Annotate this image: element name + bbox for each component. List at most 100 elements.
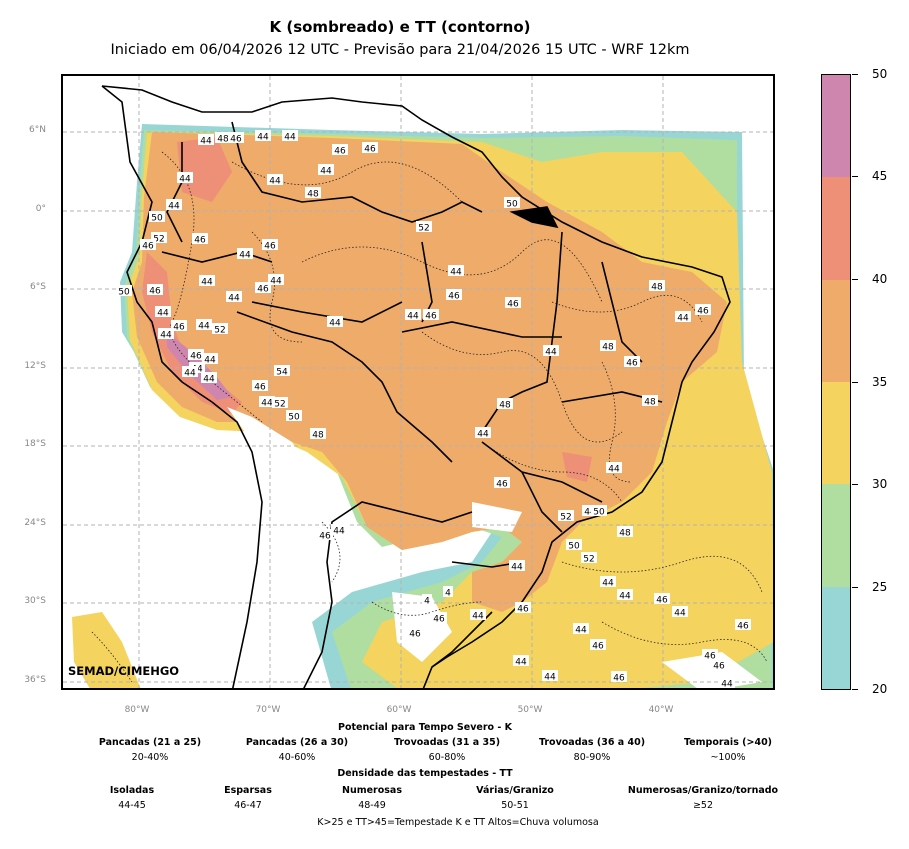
k-legend-item: Trovoadas (36 a 40) 80-90% (512, 737, 672, 763)
lon-label-80w: 80°W (124, 705, 150, 715)
tt-contour-label: 46 (188, 349, 204, 362)
k-band-40-45 (142, 252, 242, 414)
k-legend-item-value: 80-90% (573, 752, 611, 763)
tt-contour-label: 44 (606, 462, 622, 475)
tt-contour-label: 48 (310, 428, 326, 441)
colorbar-segment-45-50 (822, 75, 850, 178)
lon-label-60w: 60°W (386, 705, 412, 715)
svg-text:46: 46 (626, 359, 638, 369)
colorbar-segment-20-25 (822, 586, 850, 689)
tt-contour-label: 46 (147, 284, 163, 297)
tt-contour-label: 46 (494, 477, 510, 490)
svg-text:46: 46 (517, 605, 529, 615)
colorbar-tick (852, 74, 858, 75)
k-legend-item-value: 40-60% (278, 752, 316, 763)
tt-legend-item: Numerosas 48-49 (292, 785, 452, 811)
svg-text:44: 44 (320, 167, 332, 177)
svg-text:52: 52 (583, 555, 594, 565)
k-legend-item-head: Trovoadas (31 a 35) (393, 737, 501, 748)
legend-footer-note: K>25 e TT>45=Tempestade K e TT Altos=Chu… (317, 817, 599, 828)
tt-contour-label: 44 (448, 265, 464, 278)
tt-contour-label: 46 (192, 233, 208, 246)
colorbar-label: 40 (872, 272, 888, 286)
tt-legend-item-head: Esparsas (224, 785, 272, 796)
svg-text:46: 46 (425, 312, 437, 322)
svg-text:44: 44 (545, 348, 557, 358)
tt-contour-label: 46 (505, 297, 521, 310)
svg-text:44: 44 (619, 592, 631, 602)
lat-label-18s: 18°S (24, 439, 46, 449)
svg-text:44: 44 (269, 177, 281, 187)
svg-text:44: 44 (160, 331, 172, 341)
svg-text:46: 46 (173, 323, 185, 333)
svg-text:46: 46 (507, 300, 519, 310)
colorbar-tick (852, 689, 858, 690)
svg-text:44: 44 (407, 312, 419, 322)
svg-text:4: 4 (424, 597, 430, 607)
svg-text:44: 44 (257, 133, 269, 143)
colorbar-segment-25-30 (822, 484, 850, 587)
svg-text:44: 44 (179, 175, 191, 185)
tt-contour-label: 44 (259, 396, 275, 409)
svg-text:44: 44 (602, 579, 614, 589)
svg-text:46: 46 (592, 642, 604, 652)
tt-contour-label: 44 (267, 174, 283, 187)
tt-contour-label: 50 (149, 211, 165, 224)
tt-contour-label: 44 (226, 291, 242, 304)
tt-contour-label: 44 (196, 319, 212, 332)
tt-contour-label: 44 (513, 655, 529, 668)
tt-contour-label: 44 (672, 606, 688, 619)
tt-contour-label: 44 (237, 248, 253, 261)
svg-text:46: 46 (697, 307, 709, 317)
svg-text:46: 46 (194, 236, 206, 246)
lat-label-6s: 6°S (30, 282, 46, 292)
tt-contour-label: 48 (617, 526, 633, 539)
tt-legend-item: Isoladas 44-45 (52, 785, 212, 811)
svg-text:48: 48 (217, 135, 229, 145)
k-legend-item-head: Pancadas (26 a 30) (245, 737, 349, 748)
tt-contour-label: 46 (228, 132, 244, 145)
tt-contour-label: 44 (617, 589, 633, 602)
svg-text:44: 44 (472, 612, 484, 622)
svg-text:50: 50 (593, 508, 605, 518)
k-index-shading (72, 124, 773, 688)
tt-contour-label: 44 (573, 623, 589, 636)
tt-contour-label: 46 (515, 602, 531, 615)
lat-label-36s: 36°S (24, 675, 46, 685)
svg-text:44: 44 (329, 319, 341, 329)
tt-contour-label: 44 (405, 309, 421, 322)
tt-contour-label: 46 (446, 289, 462, 302)
svg-text:52: 52 (418, 224, 429, 234)
tt-contour-label: 50 (504, 197, 520, 210)
svg-text:44: 44 (450, 268, 462, 278)
tt-contour-label: 52 (272, 397, 288, 410)
svg-text:44: 44 (168, 202, 180, 212)
tt-legend-item-value: 48-49 (358, 800, 386, 811)
tt-contour-label: 44 (675, 311, 691, 324)
svg-text:48: 48 (651, 283, 663, 293)
svg-text:46: 46 (142, 242, 154, 252)
svg-text:46: 46 (704, 652, 716, 662)
svg-text:44: 44 (333, 527, 345, 537)
colorbar-tick (852, 279, 858, 280)
tt-contour-label: 46 (590, 639, 606, 652)
svg-text:44: 44 (203, 375, 215, 385)
svg-text:46: 46 (334, 147, 346, 157)
svg-text:48: 48 (312, 431, 324, 441)
colorbar-label: 45 (872, 169, 888, 183)
tt-contour-label: 50 (591, 505, 607, 518)
tt-contour-label: 48 (642, 395, 658, 408)
svg-text:46: 46 (230, 135, 242, 145)
lat-label-24s: 24°S (24, 518, 46, 528)
tt-contour-label: 46 (407, 627, 423, 640)
tt-contour-label: 44 (543, 345, 559, 358)
colorbar-tick (852, 484, 858, 485)
tt-contour-label: 44 (600, 576, 616, 589)
svg-text:46: 46 (448, 292, 460, 302)
tt-legend-item-head: Isoladas (109, 785, 155, 796)
tt-contour-label: 46 (252, 380, 268, 393)
svg-text:46: 46 (496, 480, 508, 490)
tt-contour-label: 54 (274, 365, 290, 378)
k-legend-item-value: ~100% (710, 752, 746, 763)
tt-contour-label: 44 (177, 172, 193, 185)
